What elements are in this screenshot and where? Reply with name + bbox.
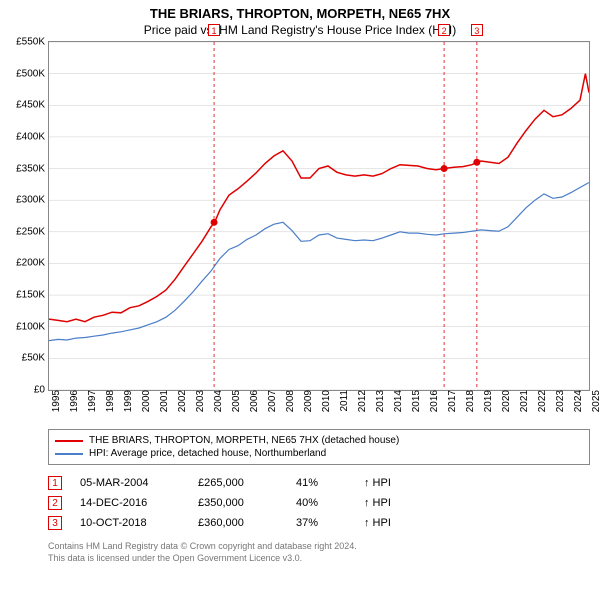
x-tick-label: 2024 xyxy=(571,390,584,412)
x-tick-label: 2016 xyxy=(427,390,440,412)
sale-price: £360,000 xyxy=(198,517,278,529)
y-tick-label: £100K xyxy=(16,321,49,332)
y-tick-label: £400K xyxy=(16,131,49,142)
footer-line-2: This data is licensed under the Open Gov… xyxy=(48,553,590,565)
sales-table: 1 05-MAR-2004 £265,000 41% ↑ HPI 2 14-DEC-2016… xyxy=(48,473,590,533)
x-tick-label: 2013 xyxy=(373,390,386,412)
x-tick-label: 2008 xyxy=(283,390,296,412)
x-tick-label: 2025 xyxy=(589,390,600,412)
chart-title: THE BRIARS, THROPTON, MORPETH, NE65 7HX xyxy=(0,0,600,21)
legend-label: THE BRIARS, THROPTON, MORPETH, NE65 7HX … xyxy=(89,435,399,446)
sale-row-marker: 1 xyxy=(48,476,62,490)
x-tick-label: 2017 xyxy=(445,390,458,412)
legend-label: HPI: Average price, detached house, Nort… xyxy=(89,448,326,459)
y-tick-label: £150K xyxy=(16,290,49,301)
x-tick-label: 2002 xyxy=(175,390,188,412)
sale-row: 3 10-OCT-2018 £360,000 37% ↑ HPI xyxy=(48,513,590,533)
x-tick-label: 2009 xyxy=(301,390,314,412)
y-tick-label: £200K xyxy=(16,258,49,269)
y-tick-label: £300K xyxy=(16,195,49,206)
sale-row: 2 14-DEC-2016 £350,000 40% ↑ HPI xyxy=(48,493,590,513)
x-tick-label: 2018 xyxy=(463,390,476,412)
sale-date: 14-DEC-2016 xyxy=(80,497,180,509)
x-tick-label: 2007 xyxy=(265,390,278,412)
chart-subtitle: Price paid vs. HM Land Registry's House … xyxy=(0,21,600,41)
y-tick-label: £350K xyxy=(16,163,49,174)
legend-row: THE BRIARS, THROPTON, MORPETH, NE65 7HX … xyxy=(55,434,583,447)
x-tick-label: 2000 xyxy=(139,390,152,412)
x-tick-label: 2022 xyxy=(535,390,548,412)
x-tick-label: 2005 xyxy=(229,390,242,412)
x-tick-label: 2010 xyxy=(319,390,332,412)
x-tick-label: 2015 xyxy=(409,390,422,412)
sale-marker-box: 1 xyxy=(208,24,220,36)
sale-date: 05-MAR-2004 xyxy=(80,477,180,489)
footer-line-1: Contains HM Land Registry data © Crown c… xyxy=(48,541,590,553)
y-tick-label: £50K xyxy=(22,353,49,364)
y-tick-label: £0 xyxy=(34,385,49,396)
x-tick-label: 2014 xyxy=(391,390,404,412)
chart-plot-area: £0£50K£100K£150K£200K£250K£300K£350K£400… xyxy=(48,41,590,391)
x-tick-label: 2011 xyxy=(337,390,350,412)
x-tick-label: 2020 xyxy=(499,390,512,412)
sale-price: £265,000 xyxy=(198,477,278,489)
sale-arrow-icon: ↑ HPI xyxy=(364,497,391,509)
y-tick-label: £550K xyxy=(16,37,49,48)
chart-footer: Contains HM Land Registry data © Crown c… xyxy=(48,541,590,564)
x-tick-label: 2006 xyxy=(247,390,260,412)
sale-pct: 41% xyxy=(296,477,346,489)
sale-price: £350,000 xyxy=(198,497,278,509)
sale-date: 10-OCT-2018 xyxy=(80,517,180,529)
sale-pct: 37% xyxy=(296,517,346,529)
x-tick-label: 1999 xyxy=(121,390,134,412)
y-tick-label: £500K xyxy=(16,68,49,79)
x-tick-label: 2004 xyxy=(211,390,224,412)
x-tick-label: 1998 xyxy=(103,390,116,412)
sale-row-marker: 3 xyxy=(48,516,62,530)
legend-swatch xyxy=(55,440,83,442)
x-tick-label: 2021 xyxy=(517,390,530,412)
sale-marker-box: 2 xyxy=(438,24,450,36)
sale-marker-box: 3 xyxy=(471,24,483,36)
x-tick-label: 2019 xyxy=(481,390,494,412)
sale-arrow-icon: ↑ HPI xyxy=(364,517,391,529)
x-tick-label: 1997 xyxy=(85,390,98,412)
legend-swatch xyxy=(55,453,83,455)
x-tick-label: 1995 xyxy=(49,390,62,412)
x-tick-label: 2012 xyxy=(355,390,368,412)
chart-svg xyxy=(49,42,589,390)
x-tick-label: 2023 xyxy=(553,390,566,412)
y-tick-label: £450K xyxy=(16,100,49,111)
sale-arrow-icon: ↑ HPI xyxy=(364,477,391,489)
x-tick-label: 2001 xyxy=(157,390,170,412)
chart-legend: THE BRIARS, THROPTON, MORPETH, NE65 7HX … xyxy=(48,429,590,465)
sale-pct: 40% xyxy=(296,497,346,509)
x-tick-label: 1996 xyxy=(67,390,80,412)
x-tick-label: 2003 xyxy=(193,390,206,412)
sale-row: 1 05-MAR-2004 £265,000 41% ↑ HPI xyxy=(48,473,590,493)
y-tick-label: £250K xyxy=(16,226,49,237)
chart-container: THE BRIARS, THROPTON, MORPETH, NE65 7HX … xyxy=(0,0,600,590)
legend-row: HPI: Average price, detached house, Nort… xyxy=(55,447,583,460)
sale-row-marker: 2 xyxy=(48,496,62,510)
